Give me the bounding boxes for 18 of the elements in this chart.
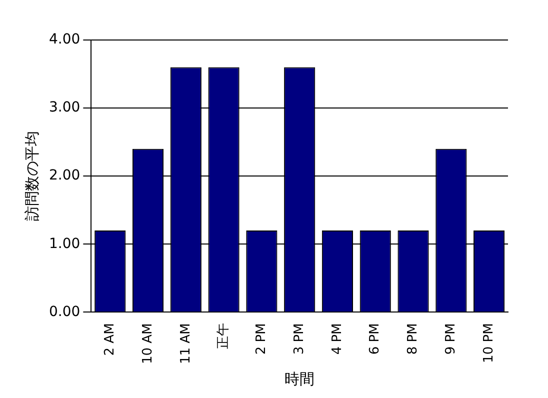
x-tick-label: 8 PM [406,323,421,355]
x-tick-label: 10 PM [481,323,496,363]
y-tick-label: 1.00 [49,236,80,252]
y-tick-label: 3.00 [49,100,80,116]
x-tick-label: 11 AM [178,323,194,364]
y-tick-label: 2.00 [49,168,80,184]
x-tick-label: 4 PM [330,323,345,355]
x-tick-label: 6 PM [368,323,383,355]
x-tick-label: 2 PM [254,323,270,355]
x-tick-label: 3 PM [292,323,307,355]
x-tick-label: 2 AM [102,323,118,356]
y-axis-title: 訪問数の平均 [22,131,41,222]
x-tick-label: 9 PM [444,323,459,355]
x-tick-label: 10 AM [140,323,156,364]
y-tick-label: 0.00 [49,304,80,320]
x-tick-label: 正午 [216,323,232,350]
x-axis-title: 時間 [284,370,315,388]
y-tick-label: 4.00 [49,32,80,48]
